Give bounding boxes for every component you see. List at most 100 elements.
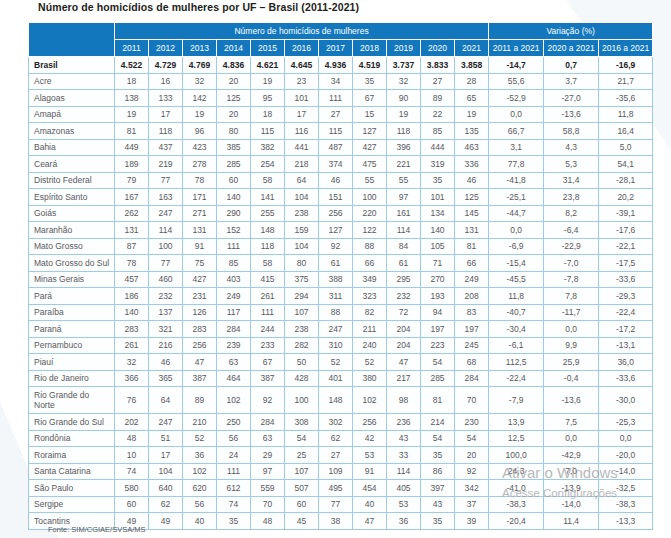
uf-label: Maranhão xyxy=(29,222,115,239)
year-value-cell: 28 xyxy=(455,73,489,90)
variation-value-cell: -7,9 xyxy=(489,387,544,414)
year-value-cell: 54 xyxy=(421,354,455,371)
year-value-cell: 54 xyxy=(455,430,489,447)
year-value-cell: 321 xyxy=(149,321,183,338)
uf-label: Distrito Federal xyxy=(29,172,115,189)
uf-label: Goiás xyxy=(29,205,115,222)
table-row: Pará18623223124926129431132323219320811,… xyxy=(29,288,653,305)
year-value-cell: 204 xyxy=(387,337,421,354)
variation-value-cell: -20,4 xyxy=(489,513,544,530)
year-value-cell: 163 xyxy=(149,189,183,206)
year-value-cell: 441 xyxy=(285,139,319,156)
year-value-cell: 612 xyxy=(217,480,251,497)
year-value-cell: 19 xyxy=(115,106,149,123)
year-value-cell: 186 xyxy=(115,288,149,305)
variation-value-cell: -40,7 xyxy=(489,304,544,321)
year-value-cell: 223 xyxy=(421,337,455,354)
year-value-cell: 111 xyxy=(319,90,353,107)
uf-label: Rio Grande do Norte xyxy=(29,387,115,414)
variation-value-cell: -25,1 xyxy=(489,189,544,206)
page: Número de homicídios de mulheres por UF … xyxy=(0,0,671,538)
year-column-header: 2011 xyxy=(115,40,149,57)
variation-value-cell: 11,8 xyxy=(599,106,653,123)
variation-value-cell: -6,1 xyxy=(489,337,544,354)
year-value-cell: 46 xyxy=(455,172,489,189)
year-value-cell: 32 xyxy=(183,73,217,90)
year-value-cell: 100 xyxy=(285,387,319,414)
variation-value-cell: -25,3 xyxy=(599,414,653,431)
year-value-cell: 19 xyxy=(183,106,217,123)
year-value-cell: 47 xyxy=(387,354,421,371)
year-value-cell: 405 xyxy=(387,480,421,497)
year-value-cell: 216 xyxy=(149,337,183,354)
year-value-cell: 415 xyxy=(251,271,285,288)
variation-value-cell: 100,0 xyxy=(489,447,544,464)
year-value-cell: 311 xyxy=(319,288,353,305)
year-value-cell: 323 xyxy=(353,288,387,305)
year-value-cell: 217 xyxy=(387,370,421,387)
year-value-cell: 118 xyxy=(251,238,285,255)
year-value-cell: 52 xyxy=(353,354,387,371)
year-value-cell: 111 xyxy=(217,238,251,255)
year-value-cell: 250 xyxy=(217,414,251,431)
year-value-cell: 52 xyxy=(183,430,217,447)
variation-value-cell: -30,4 xyxy=(489,321,544,338)
year-value-cell: 342 xyxy=(455,480,489,497)
year-value-cell: 19 xyxy=(251,73,285,90)
year-value-cell: 131 xyxy=(455,222,489,239)
year-value-cell: 47 xyxy=(183,354,217,371)
table-row: Rio de Janeiro36636538746438742840138021… xyxy=(29,370,653,387)
year-value-cell: 460 xyxy=(149,271,183,288)
year-value-cell: 284 xyxy=(455,370,489,387)
variation-value-cell: 31,4 xyxy=(544,172,599,189)
variation-value-cell: -7,8 xyxy=(544,271,599,288)
year-value-cell: 380 xyxy=(353,370,387,387)
watermark-line1: Ativar o Windows xyxy=(502,464,618,482)
year-value-cell: 104 xyxy=(285,189,319,206)
year-value-cell: 239 xyxy=(217,337,251,354)
year-value-cell: 211 xyxy=(353,321,387,338)
variation-value-cell: -14,7 xyxy=(489,57,544,74)
year-value-cell: 54 xyxy=(285,430,319,447)
year-value-cell: 167 xyxy=(115,189,149,206)
table-row: Rio Grande do Norte766489102921001481029… xyxy=(29,387,653,414)
year-value-cell: 336 xyxy=(455,156,489,173)
year-value-cell: 23 xyxy=(285,73,319,90)
year-value-cell: 78 xyxy=(115,255,149,272)
year-value-cell: 230 xyxy=(455,414,489,431)
year-value-cell: 89 xyxy=(421,90,455,107)
year-value-cell: 91 xyxy=(353,463,387,480)
year-value-cell: 34 xyxy=(319,73,353,90)
year-value-cell: 118 xyxy=(149,123,183,140)
year-value-cell: 46 xyxy=(149,354,183,371)
year-value-cell: 220 xyxy=(353,205,387,222)
variation-value-cell: 0,7 xyxy=(544,57,599,74)
year-value-cell: 282 xyxy=(285,337,319,354)
year-value-cell: 36 xyxy=(387,513,421,530)
year-value-cell: 22 xyxy=(421,106,455,123)
watermark-line2: Acesse Configurações xyxy=(502,486,618,500)
uf-label: Pernambuco xyxy=(29,337,115,354)
year-value-cell: 4.729 xyxy=(149,57,183,74)
year-value-cell: 204 xyxy=(387,321,421,338)
year-value-cell: 63 xyxy=(251,430,285,447)
year-value-cell: 140 xyxy=(115,304,149,321)
table-row: Rondônia485152566354624243545412,50,00,0 xyxy=(29,430,653,447)
year-value-cell: 97 xyxy=(387,189,421,206)
year-value-cell: 92 xyxy=(251,387,285,414)
year-value-cell: 232 xyxy=(387,288,421,305)
variation-value-cell: 8,2 xyxy=(544,205,599,222)
year-value-cell: 3.737 xyxy=(387,57,421,74)
year-value-cell: 437 xyxy=(149,139,183,156)
year-value-cell: 86 xyxy=(421,463,455,480)
year-value-cell: 33 xyxy=(387,447,421,464)
variation-value-cell: -30,0 xyxy=(599,387,653,414)
variation-value-cell: 0,0 xyxy=(489,222,544,239)
year-value-cell: 388 xyxy=(319,271,353,288)
year-value-cell: 35 xyxy=(217,513,251,530)
year-value-cell: 88 xyxy=(319,304,353,321)
year-value-cell: 94 xyxy=(421,304,455,321)
uf-label: Rio Grande do Sul xyxy=(29,414,115,431)
year-value-cell: 82 xyxy=(353,304,387,321)
year-value-cell: 71 xyxy=(421,255,455,272)
